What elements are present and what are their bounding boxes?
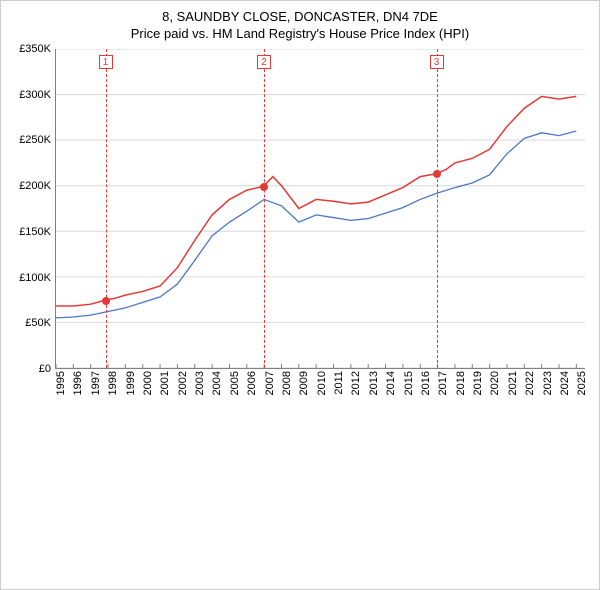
marker-dot <box>260 183 268 191</box>
x-tick-label: 2000 <box>142 371 154 395</box>
x-tick-label: 2007 <box>264 371 276 395</box>
plot-area: 1 2 3 <box>55 49 585 369</box>
marker-number: 3 <box>430 55 444 69</box>
x-tick-label: 2006 <box>246 371 258 395</box>
x-axis: 1995 1996 1997 1998 1999 2000 2001 2002 2003 2004… <box>55 371 585 411</box>
x-tick-label: 2018 <box>455 371 467 395</box>
x-tick-label: 2016 <box>420 371 432 395</box>
y-tick-label: £50K <box>25 317 51 329</box>
title-address: 8, SAUNDBY CLOSE, DONCASTER, DN4 7DE <box>1 1 599 24</box>
marker-number: 1 <box>99 55 113 69</box>
x-tick-label: 2020 <box>489 371 501 395</box>
y-tick-label: £250K <box>19 134 51 146</box>
x-tick-label: 1999 <box>125 371 137 395</box>
x-tick-label: 2012 <box>350 371 362 395</box>
x-tick-label: 1995 <box>55 371 67 395</box>
x-tick-label: 1998 <box>107 371 119 395</box>
series-line-price_paid <box>56 96 576 306</box>
marker-dot <box>433 170 441 178</box>
x-tick-label: 2013 <box>368 371 380 395</box>
x-tick-label: 2017 <box>437 371 449 395</box>
x-tick-label: 2001 <box>159 371 171 395</box>
marker-dot <box>102 297 110 305</box>
x-tick-label: 2011 <box>333 371 345 395</box>
x-tick-label: 2024 <box>559 371 571 395</box>
chart-container: 8, SAUNDBY CLOSE, DONCASTER, DN4 7DE Pri… <box>0 0 600 590</box>
x-tick-label: 2003 <box>194 371 206 395</box>
series-line-hpi <box>56 131 576 318</box>
y-tick-label: £300K <box>19 89 51 101</box>
x-tick-label: 1996 <box>72 371 84 395</box>
y-tick-label: £200K <box>19 180 51 192</box>
chart-area: £0£50K£100K£150K£200K£250K£300K£350K 123… <box>11 49 589 409</box>
x-tick-label: 2021 <box>507 371 519 395</box>
x-tick-label: 2010 <box>316 371 328 395</box>
y-tick-label: £100K <box>19 272 51 284</box>
x-tick-label: 2002 <box>177 371 189 395</box>
y-tick-label: £150K <box>19 226 51 238</box>
x-tick-label: 2015 <box>403 371 415 395</box>
x-tick-label: 2008 <box>281 371 293 395</box>
marker-line <box>106 49 107 368</box>
x-tick-label: 2004 <box>211 371 223 395</box>
x-tick-label: 2005 <box>229 371 241 395</box>
x-tick-label: 2009 <box>298 371 310 395</box>
marker-line <box>437 49 438 368</box>
marker-number: 2 <box>257 55 271 69</box>
x-tick-label: 2014 <box>385 371 397 395</box>
x-tick-label: 2023 <box>542 371 554 395</box>
x-tick-label: 2022 <box>524 371 536 395</box>
y-tick-label: £350K <box>19 43 51 55</box>
marker-line <box>264 49 265 368</box>
x-tick-label: 2025 <box>576 371 588 395</box>
x-tick-label: 2019 <box>472 371 484 395</box>
y-axis: £0£50K£100K£150K£200K£250K£300K£350K <box>11 49 51 369</box>
x-tick-label: 1997 <box>90 371 102 395</box>
y-tick-label: £0 <box>39 363 51 375</box>
title-subtitle: Price paid vs. HM Land Registry's House … <box>1 24 599 41</box>
